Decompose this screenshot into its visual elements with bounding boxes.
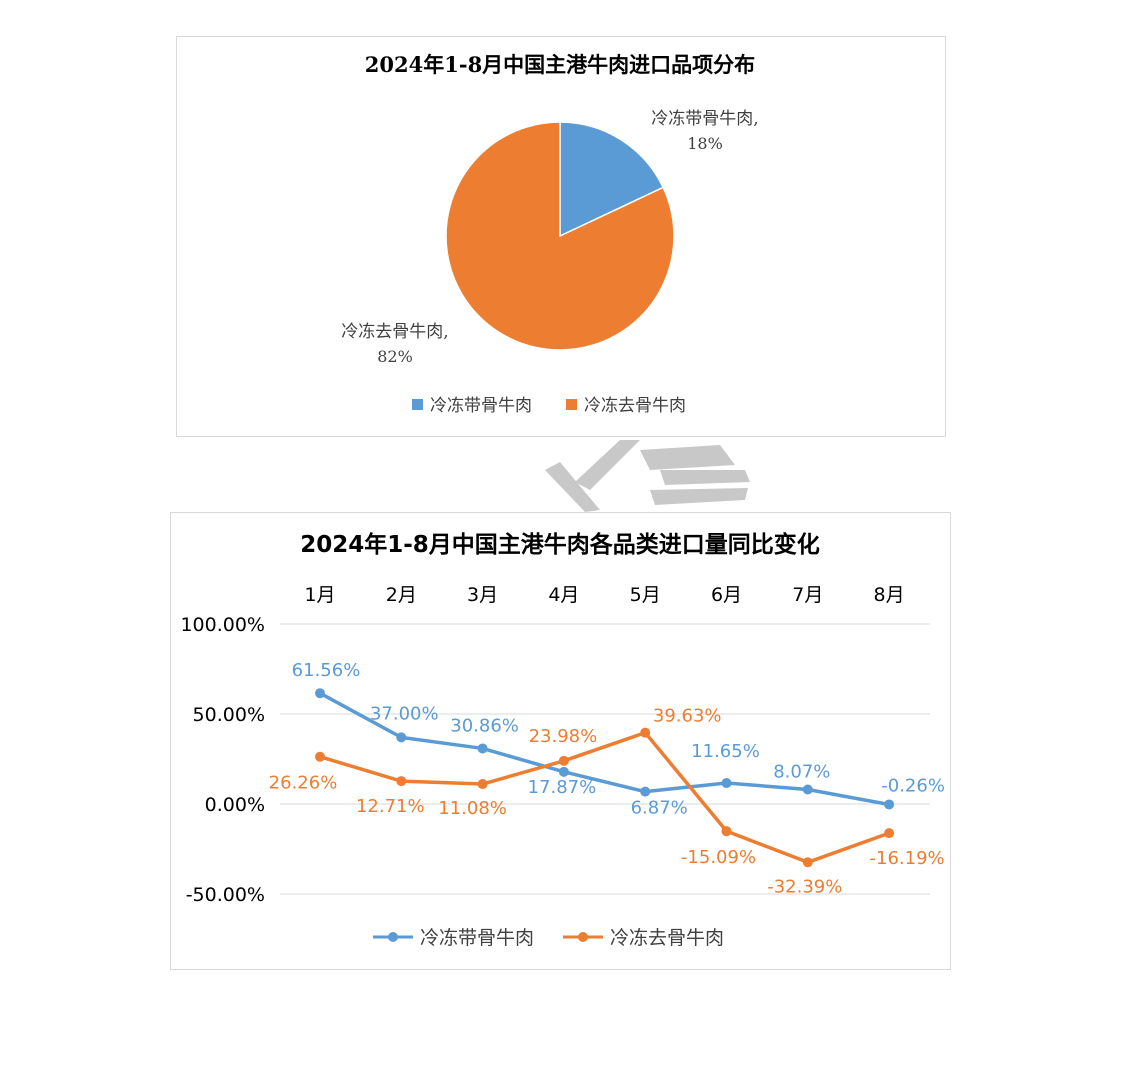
series-0-data-label: 30.86% [450,715,519,736]
x-tick-label: 4月 [548,584,579,606]
line-chart-title: 2024年1-8月中国主港牛肉各品类进口量同比变化 [300,531,820,558]
series-0-point [884,799,895,810]
y-tick-label: 100.00% [180,614,265,636]
pie-chart-title: 2024年1-8月中国主港牛肉进口品项分布 [365,52,755,77]
series-0-data-label: 17.87% [528,777,597,798]
series-line-1 [319,730,890,865]
line-legend-label-1: 冷冻去骨牛肉 [610,927,724,949]
line-legend: 冷冻带骨牛肉 冷冻去骨牛肉 [373,927,724,949]
legend-marker-1 [578,932,588,942]
series-1-data-label: 12.71% [356,796,425,817]
series-line-0 [319,691,890,807]
series-0-point [396,732,407,743]
series-1-data-label: 26.26% [269,773,338,794]
series-0-point [640,786,651,797]
legend-marker-0 [388,932,398,942]
series-0-data-label: 37.00% [370,703,439,724]
series-0-point [315,688,325,699]
series-1-data-label: -15.09% [681,847,756,868]
pie-label-value-0: 18% [687,134,723,153]
watermark [545,440,750,512]
series-0-data-label: 8.07% [773,761,830,782]
legend-swatch-0 [412,399,423,410]
series-1-data-label: 11.08% [438,798,507,819]
x-tick-label: 3月 [467,584,498,606]
series-0-point [558,766,569,777]
series-1-point [640,727,651,738]
series-1-point [477,779,488,790]
series-1-point [802,857,813,868]
y-tick-label: 0.00% [205,794,265,816]
series-0-data-label: 6.87% [631,798,688,819]
x-tick-label: 8月 [874,584,905,606]
y-tick-label: 50.00% [193,704,265,726]
x-tick-label: 7月 [792,584,823,606]
series-1-data-label: -32.39% [767,876,842,897]
pie-label-value-1: 82% [377,347,413,366]
pie-label-name-0: 冷冻带骨牛肉, [651,109,758,129]
pie-legend-label-1: 冷冻去骨牛肉 [584,396,686,416]
series-1-data-label: 23.98% [529,726,598,747]
line-plot: 100.00% 50.00% 0.00% -50.00% 1月 2月 3月 4月 5月 6月 7月 8… [180,584,944,906]
series-1-point [884,828,895,839]
series-1-data-label: 39.63% [653,706,722,727]
series-0-data-label: 61.56% [292,660,361,681]
pie-legend-label-0: 冷冻带骨牛肉 [430,396,532,416]
series-1-data-label: -16.19% [870,848,945,869]
pie-slice-1 [445,121,675,351]
pie-slice-0 [559,121,665,238]
series-1-point [315,751,325,762]
series-0-point [477,743,488,754]
x-tick-label: 5月 [630,584,661,606]
series-0-point [802,784,813,795]
x-tick-label: 6月 [711,584,742,606]
y-tick-label: -50.00% [186,884,265,906]
x-tick-label: 2月 [386,584,417,606]
legend-swatch-1 [566,399,577,410]
series-0-data-label: 11.65% [691,741,760,762]
series-0-data-label: -0.26% [881,775,945,796]
series-1-point [721,826,732,837]
pie-plot [445,121,675,351]
x-tick-label: 1月 [304,584,335,606]
series-1-point [396,776,407,787]
pie-legend: 冷冻带骨牛肉 冷冻去骨牛肉 [412,396,686,416]
pie-label-name-1: 冷冻去骨牛肉, [341,322,448,342]
line-legend-label-0: 冷冻带骨牛肉 [420,927,534,949]
line-chart-frame [170,512,951,970]
series-0-point [721,778,732,789]
series-1-point [558,755,569,766]
